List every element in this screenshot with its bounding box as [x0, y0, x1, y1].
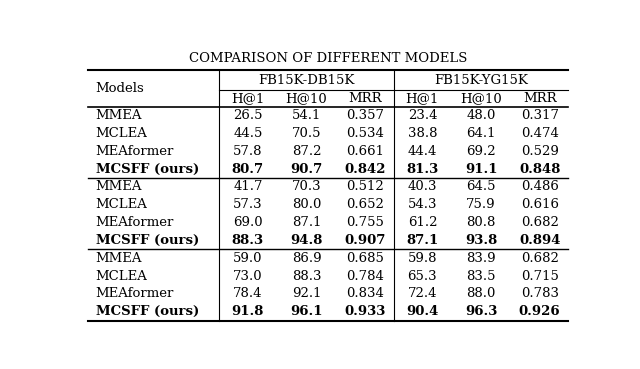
Text: 59.8: 59.8: [408, 252, 437, 265]
Text: 0.682: 0.682: [521, 216, 559, 229]
Text: 80.8: 80.8: [467, 216, 496, 229]
Text: 0.486: 0.486: [521, 180, 559, 193]
Text: 0.529: 0.529: [521, 145, 559, 158]
Text: 38.8: 38.8: [408, 127, 437, 140]
Text: 78.4: 78.4: [233, 287, 262, 300]
Text: 72.4: 72.4: [408, 287, 437, 300]
Text: 0.534: 0.534: [346, 127, 384, 140]
Text: 83.5: 83.5: [467, 270, 496, 283]
Text: 44.4: 44.4: [408, 145, 437, 158]
Text: 86.9: 86.9: [292, 252, 321, 265]
Text: 80.0: 80.0: [292, 198, 321, 211]
Text: 0.848: 0.848: [519, 163, 561, 176]
Text: 94.8: 94.8: [291, 234, 323, 247]
Text: Models: Models: [95, 82, 145, 95]
Text: 70.5: 70.5: [292, 127, 321, 140]
Text: H@1: H@1: [231, 92, 264, 105]
Text: 88.0: 88.0: [467, 287, 496, 300]
Text: 54.3: 54.3: [408, 198, 437, 211]
Text: MMEA: MMEA: [95, 109, 142, 122]
Text: 96.3: 96.3: [465, 305, 497, 318]
Text: COMPARISON OF DIFFERENT MODELS: COMPARISON OF DIFFERENT MODELS: [189, 52, 467, 65]
Text: 54.1: 54.1: [292, 109, 321, 122]
Text: 93.8: 93.8: [465, 234, 497, 247]
Text: 0.933: 0.933: [344, 305, 386, 318]
Text: 91.8: 91.8: [232, 305, 264, 318]
Text: 81.3: 81.3: [406, 163, 438, 176]
Text: 69.0: 69.0: [233, 216, 263, 229]
Text: 0.834: 0.834: [346, 287, 384, 300]
Text: 0.842: 0.842: [344, 163, 386, 176]
Text: 0.894: 0.894: [519, 234, 561, 247]
Text: 59.0: 59.0: [233, 252, 262, 265]
Text: 0.926: 0.926: [519, 305, 561, 318]
Text: FB15K-YG15K: FB15K-YG15K: [434, 74, 528, 87]
Text: 0.715: 0.715: [521, 270, 559, 283]
Text: H@10: H@10: [285, 92, 328, 105]
Text: 88.3: 88.3: [292, 270, 321, 283]
Text: MRR: MRR: [348, 92, 382, 105]
Text: 26.5: 26.5: [233, 109, 262, 122]
Text: 64.5: 64.5: [467, 180, 496, 193]
Text: 0.317: 0.317: [521, 109, 559, 122]
Text: 0.685: 0.685: [346, 252, 384, 265]
Text: H@10: H@10: [460, 92, 502, 105]
Text: 96.1: 96.1: [291, 305, 323, 318]
Text: 92.1: 92.1: [292, 287, 321, 300]
Text: 40.3: 40.3: [408, 180, 437, 193]
Text: 70.3: 70.3: [292, 180, 321, 193]
Text: 69.2: 69.2: [466, 145, 496, 158]
Text: 0.783: 0.783: [521, 287, 559, 300]
Text: 87.1: 87.1: [292, 216, 321, 229]
Text: MCSFF (ours): MCSFF (ours): [95, 163, 199, 176]
Text: 80.7: 80.7: [232, 163, 264, 176]
Text: MCLEA: MCLEA: [95, 127, 147, 140]
Text: MCSFF (ours): MCSFF (ours): [95, 305, 199, 318]
Text: 73.0: 73.0: [233, 270, 263, 283]
Text: 65.3: 65.3: [408, 270, 437, 283]
Text: H@1: H@1: [406, 92, 439, 105]
Text: 57.8: 57.8: [233, 145, 262, 158]
Text: FB15K-DB15K: FB15K-DB15K: [259, 74, 355, 87]
Text: MEAformer: MEAformer: [95, 145, 174, 158]
Text: 0.784: 0.784: [346, 270, 384, 283]
Text: 23.4: 23.4: [408, 109, 437, 122]
Text: 0.661: 0.661: [346, 145, 384, 158]
Text: 44.5: 44.5: [233, 127, 262, 140]
Text: 91.1: 91.1: [465, 163, 497, 176]
Text: 0.907: 0.907: [344, 234, 386, 247]
Text: 41.7: 41.7: [233, 180, 262, 193]
Text: 0.682: 0.682: [521, 252, 559, 265]
Text: 83.9: 83.9: [466, 252, 496, 265]
Text: MMEA: MMEA: [95, 180, 142, 193]
Text: MCLEA: MCLEA: [95, 270, 147, 283]
Text: MMEA: MMEA: [95, 252, 142, 265]
Text: 48.0: 48.0: [467, 109, 496, 122]
Text: 0.357: 0.357: [346, 109, 384, 122]
Text: 90.7: 90.7: [291, 163, 323, 176]
Text: 0.474: 0.474: [521, 127, 559, 140]
Text: 88.3: 88.3: [232, 234, 264, 247]
Text: MEAformer: MEAformer: [95, 287, 174, 300]
Text: 87.1: 87.1: [406, 234, 438, 247]
Text: 0.512: 0.512: [346, 180, 384, 193]
Text: 0.755: 0.755: [346, 216, 384, 229]
Text: 0.652: 0.652: [346, 198, 384, 211]
Text: 0.616: 0.616: [521, 198, 559, 211]
Text: MCLEA: MCLEA: [95, 198, 147, 211]
Text: 90.4: 90.4: [406, 305, 438, 318]
Text: 87.2: 87.2: [292, 145, 321, 158]
Text: 64.1: 64.1: [467, 127, 496, 140]
Text: 57.3: 57.3: [233, 198, 263, 211]
Text: 75.9: 75.9: [466, 198, 496, 211]
Text: MRR: MRR: [523, 92, 556, 105]
Text: MEAformer: MEAformer: [95, 216, 174, 229]
Text: MCSFF (ours): MCSFF (ours): [95, 234, 199, 247]
Text: 61.2: 61.2: [408, 216, 437, 229]
